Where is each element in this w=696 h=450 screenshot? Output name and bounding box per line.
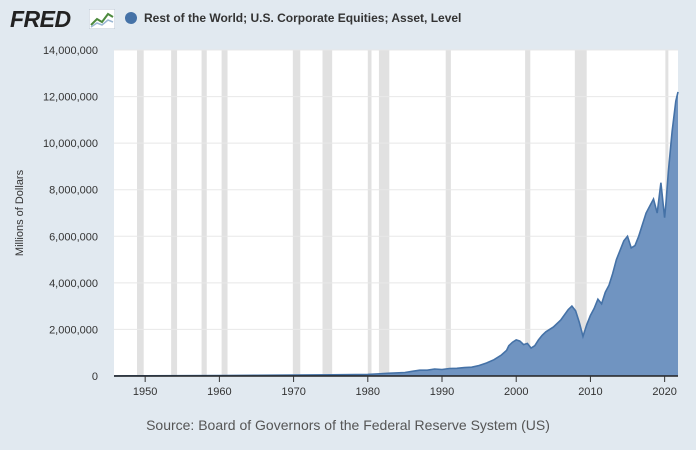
legend-label[interactable]: Rest of the World; U.S. Corporate Equiti… bbox=[144, 11, 462, 25]
series-area bbox=[113, 91, 679, 377]
chart-header: FRED Rest of the World; U.S. Corporate E… bbox=[0, 0, 696, 40]
x-tick-label: 1960 bbox=[207, 386, 231, 398]
y-tick-label: 14,000,000 bbox=[43, 45, 98, 57]
x-tick-label: 2010 bbox=[578, 386, 602, 398]
legend-swatch bbox=[125, 12, 137, 24]
recession-band-6 bbox=[367, 50, 372, 376]
y-axis-label: Millions of Dollars bbox=[14, 169, 26, 256]
x-tick-label: 1980 bbox=[356, 386, 380, 398]
recession-band-9 bbox=[525, 50, 531, 376]
x-tick-label: 1970 bbox=[281, 386, 305, 398]
recession-band-0 bbox=[137, 50, 144, 376]
recession-band-4 bbox=[292, 50, 301, 376]
fred-logo[interactable]: FRED bbox=[10, 6, 71, 32]
recession-band-10 bbox=[574, 50, 587, 376]
y-tick-label: 4,000,000 bbox=[49, 278, 98, 290]
y-tick-label: 12,000,000 bbox=[43, 92, 98, 104]
y-axis-ticks: 0 2,000,000 4,000,000 6,000,000 8,000,000 10,… bbox=[43, 45, 98, 383]
recession-band-8 bbox=[445, 50, 451, 376]
gridlines bbox=[114, 49, 678, 330]
recession-band-1 bbox=[171, 50, 178, 376]
fred-chart-icon bbox=[89, 9, 115, 29]
x-tick-label: 1990 bbox=[430, 386, 454, 398]
series-line-0[interactable] bbox=[113, 91, 679, 377]
y-tick-label: 0 bbox=[92, 371, 98, 383]
series-area-fill-0 bbox=[114, 91, 678, 377]
source-note: Source: Board of Governors of the Federa… bbox=[146, 417, 550, 433]
x-axis-ticks: 1950 1960 1970 1980 1990 2000 2010 2020 bbox=[133, 376, 677, 398]
y-tick-label: 10,000,000 bbox=[43, 138, 98, 150]
recession-bands bbox=[137, 50, 669, 376]
recession-band-5 bbox=[322, 50, 333, 376]
x-tick-label: 2020 bbox=[652, 386, 676, 398]
y-tick-label: 6,000,000 bbox=[49, 231, 98, 243]
y-tick-label: 2,000,000 bbox=[49, 324, 98, 336]
y-tick-label: 8,000,000 bbox=[49, 185, 98, 197]
x-tick-label: 1950 bbox=[133, 386, 157, 398]
recession-band-7 bbox=[378, 50, 390, 376]
recession-band-3 bbox=[221, 50, 228, 376]
x-tick-label: 2000 bbox=[504, 386, 528, 398]
recession-band-2 bbox=[201, 50, 207, 376]
